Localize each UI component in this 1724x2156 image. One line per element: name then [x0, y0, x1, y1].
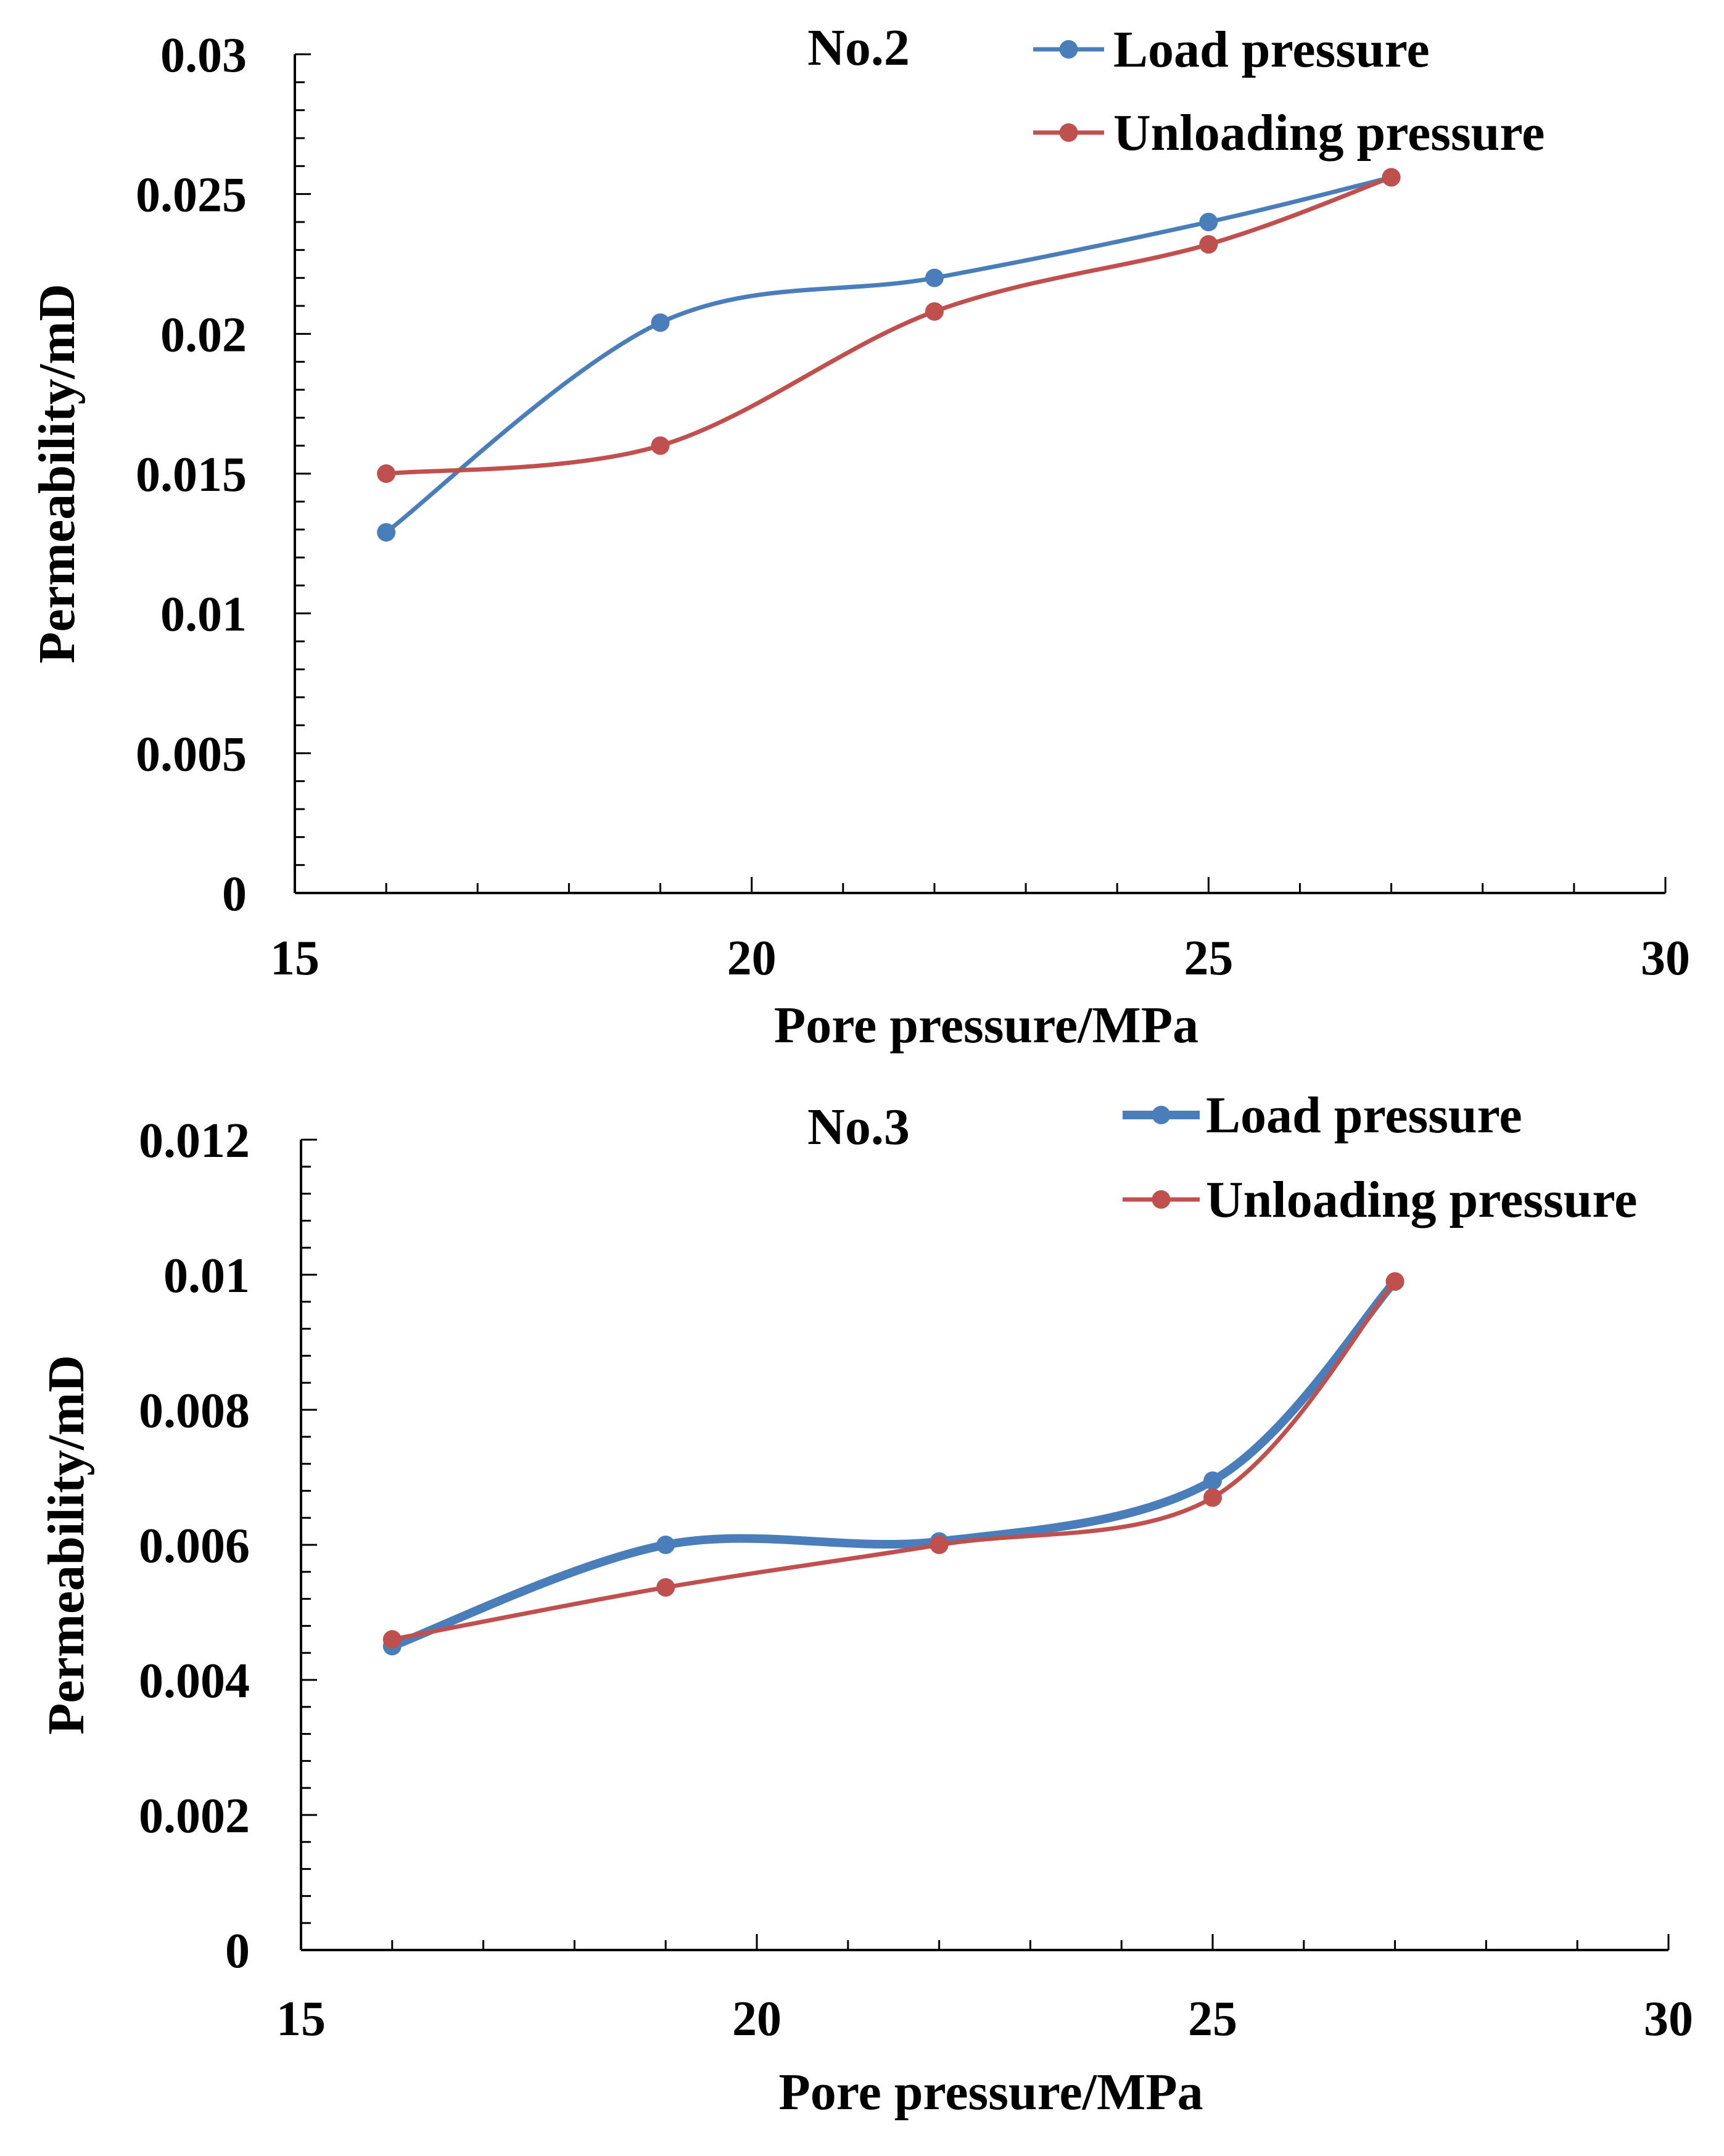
- data-point: [656, 1578, 675, 1597]
- legend-swatch-marker: [1152, 1190, 1171, 1209]
- y-tick-label: 0.025: [136, 168, 247, 223]
- series-line: [384, 175, 1394, 476]
- legend-label: Load pressure: [1206, 1087, 1522, 1144]
- data-point: [377, 523, 396, 542]
- legend-label: Unloading pressure: [1206, 1171, 1637, 1228]
- chart-title: No.2: [807, 19, 910, 76]
- x-tick-label: 20: [732, 1992, 782, 2046]
- legend-item: Unloading pressure: [1033, 104, 1545, 162]
- y-tick-label: 0.01: [163, 1249, 250, 1303]
- x-tick-label: 25: [1184, 931, 1233, 985]
- y-tick-label: 0.008: [139, 1384, 250, 1438]
- chart-no3: 0 0.002 0.004 0.006 0.008 0.01 0.012 15 20 25 30 Po…: [38, 1087, 1693, 2121]
- y-tick-label: 0.03: [160, 28, 247, 83]
- legend-label: Load pressure: [1113, 21, 1430, 78]
- x-axis-title: Pore pressure/MPa: [774, 997, 1198, 1054]
- y-tick-label: 0.015: [136, 448, 247, 502]
- series-line: [387, 1277, 1400, 1651]
- series-line: [384, 175, 1394, 535]
- data-point: [1203, 1488, 1222, 1507]
- data-point: [925, 302, 944, 321]
- x-tick-label: 15: [276, 1992, 326, 2046]
- data-point: [377, 464, 396, 483]
- data-point: [930, 1536, 949, 1554]
- series-load-pressure: [377, 168, 1401, 542]
- x-tick-label: 15: [270, 931, 320, 985]
- data-point: [1385, 1272, 1404, 1291]
- legend-item: Load pressure: [1123, 1087, 1522, 1144]
- legend-item: Unloading pressure: [1123, 1171, 1637, 1228]
- y-tick-label: 0.012: [139, 1114, 250, 1168]
- series-unloading-pressure: [382, 1272, 1404, 1649]
- y-tick-label: 0.01: [160, 588, 247, 642]
- y-axis-title: Permeability/mD: [38, 1355, 95, 1735]
- y-tick-label: 0: [222, 867, 247, 921]
- data-point: [651, 436, 670, 455]
- series-load-pressure: [382, 1272, 1404, 1656]
- data-point: [925, 268, 944, 287]
- x-tick-label: 20: [727, 931, 777, 985]
- data-point: [651, 313, 670, 332]
- chart-no2: 0 0.005 0.01 0.015 0.02 0.025 0.03 15 20 25 30 Pore…: [28, 19, 1690, 1054]
- legend-swatch-marker: [1059, 123, 1078, 142]
- x-tick-label: 30: [1641, 931, 1690, 985]
- y-tick-label: 0.006: [139, 1519, 250, 1573]
- legend-item: Load pressure: [1033, 21, 1430, 78]
- data-point: [1203, 1471, 1222, 1490]
- y-tick-label: 0.02: [160, 308, 247, 362]
- y-tick-label: 0: [225, 1924, 250, 1978]
- legend-label: Unloading pressure: [1113, 104, 1545, 162]
- x-tick-label: 25: [1188, 1992, 1237, 2046]
- legend-swatch-marker: [1059, 40, 1078, 59]
- y-tick-label: 0.002: [139, 1789, 250, 1843]
- chart-title: No.3: [807, 1098, 910, 1156]
- series-unloading-pressure: [377, 168, 1401, 483]
- data-point: [1199, 235, 1218, 254]
- x-tick-label: 30: [1644, 1992, 1693, 2046]
- data-point: [1199, 213, 1218, 231]
- x-axis-title: Pore pressure/MPa: [778, 2063, 1203, 2121]
- y-tick-label: 0.005: [136, 727, 247, 781]
- data-point: [382, 1630, 402, 1649]
- legend-swatch-marker: [1152, 1106, 1171, 1124]
- data-point: [1382, 168, 1401, 187]
- data-point: [656, 1536, 675, 1554]
- y-axis-title: Permeability/mD: [28, 284, 86, 664]
- y-tick-label: 0.004: [139, 1654, 250, 1708]
